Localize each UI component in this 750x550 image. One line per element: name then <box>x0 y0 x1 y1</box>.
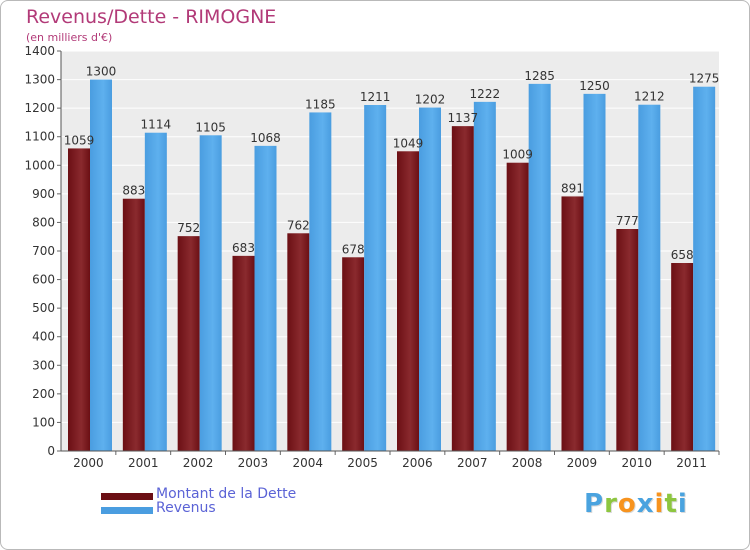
bar-debt <box>177 236 200 451</box>
y-tick-label: 1100 <box>24 130 55 144</box>
data-label-revenue: 1185 <box>305 97 336 111</box>
bar-debt <box>616 229 639 451</box>
data-label-revenue: 1105 <box>195 120 226 134</box>
x-tick-label: 2006 <box>402 456 433 470</box>
bar-revenue <box>199 135 222 452</box>
y-tick-label: 0 <box>47 444 55 458</box>
x-tick-label: 2002 <box>183 456 214 470</box>
proxiti-logo: Proxiti <box>584 489 688 519</box>
bar-debt <box>68 148 90 451</box>
bar-debt <box>451 126 474 452</box>
bar-revenue <box>473 101 496 451</box>
x-tick-label: 2008 <box>512 456 543 470</box>
bar-debt <box>506 162 529 451</box>
bar-revenue <box>693 86 716 451</box>
data-label-debt: 762 <box>287 218 310 232</box>
logo-letter: x <box>636 489 655 519</box>
data-label-debt: 678 <box>342 242 365 256</box>
x-tick-label: 2005 <box>347 456 378 470</box>
logo-letter: r <box>604 489 618 519</box>
data-label-revenue: 1212 <box>634 90 665 104</box>
data-label-revenue: 1300 <box>86 65 117 79</box>
bar-debt <box>122 198 145 451</box>
x-tick-label: 2007 <box>457 456 488 470</box>
y-tick-label: 1200 <box>24 101 55 115</box>
y-tick-label: 400 <box>32 330 55 344</box>
bar-revenue <box>638 104 661 451</box>
bar-revenue <box>90 79 112 452</box>
y-tick-label: 800 <box>32 215 55 229</box>
bar-revenue <box>254 145 277 451</box>
data-label-debt: 1009 <box>502 148 533 162</box>
logo-letter: P <box>584 489 605 519</box>
bar-revenue <box>583 93 606 451</box>
data-label-revenue: 1211 <box>360 90 391 104</box>
y-tick-label: 100 <box>32 415 55 429</box>
y-tick-label: 1000 <box>24 158 55 172</box>
data-label-debt: 752 <box>177 221 200 235</box>
y-tick-label: 300 <box>32 358 55 372</box>
y-tick-label: 1300 <box>24 73 55 87</box>
x-tick-label: 2011 <box>676 456 707 470</box>
x-tick-label: 2009 <box>567 456 598 470</box>
bar-debt <box>561 196 584 451</box>
logo-letter: i <box>677 489 688 519</box>
data-label-debt: 1059 <box>64 133 95 147</box>
data-label-debt: 891 <box>561 181 584 195</box>
legend-label-revenue: Revenus <box>156 500 216 516</box>
chart-title: Revenus/Dette - RIMOGNE <box>26 6 277 28</box>
chart-subtitle: (en milliers d'€) <box>26 31 113 44</box>
x-tick-label: 2001 <box>128 456 159 470</box>
y-tick-label: 700 <box>32 244 55 258</box>
data-label-revenue: 1275 <box>689 72 720 86</box>
legend-label-debt: Montant de la Dette <box>156 486 297 502</box>
x-tick-label: 2000 <box>73 456 104 470</box>
x-tick-label: 2003 <box>238 456 269 470</box>
bar-debt <box>287 233 310 451</box>
y-tick-label: 200 <box>32 387 55 401</box>
logo-letter: t <box>664 489 678 519</box>
logo-letter: o <box>617 489 637 519</box>
bar-debt <box>232 255 255 451</box>
data-label-revenue: 1068 <box>250 131 281 145</box>
y-tick-label: 900 <box>32 187 55 201</box>
y-tick-label: 1400 <box>24 44 55 58</box>
data-label-revenue: 1202 <box>415 93 446 107</box>
data-label-debt: 658 <box>671 248 694 262</box>
bar-revenue <box>419 107 441 452</box>
legend-swatch-debt <box>101 493 153 500</box>
x-tick-label: 2004 <box>292 456 323 470</box>
data-label-debt: 683 <box>232 241 255 255</box>
data-label-revenue: 1285 <box>524 69 555 83</box>
bar-debt <box>671 263 694 451</box>
data-label-debt: 1049 <box>393 136 424 150</box>
bar-debt <box>342 257 365 451</box>
logo-letter: i <box>654 489 665 519</box>
y-tick-label: 600 <box>32 273 55 287</box>
data-label-debt: 1137 <box>448 111 479 125</box>
data-label-debt: 777 <box>616 214 639 228</box>
data-label-revenue: 1250 <box>579 79 610 93</box>
bar-revenue <box>528 83 551 451</box>
bar-revenue <box>364 105 387 451</box>
legend-swatch-revenue <box>101 507 153 514</box>
y-tick-label: 500 <box>32 301 55 315</box>
bar-revenue <box>144 132 167 451</box>
x-tick-label: 2010 <box>621 456 652 470</box>
data-label-revenue: 1114 <box>141 118 172 132</box>
bar-debt <box>397 151 419 452</box>
bar-revenue <box>309 112 332 451</box>
data-label-revenue: 1222 <box>470 87 501 101</box>
data-label-debt: 883 <box>122 184 145 198</box>
